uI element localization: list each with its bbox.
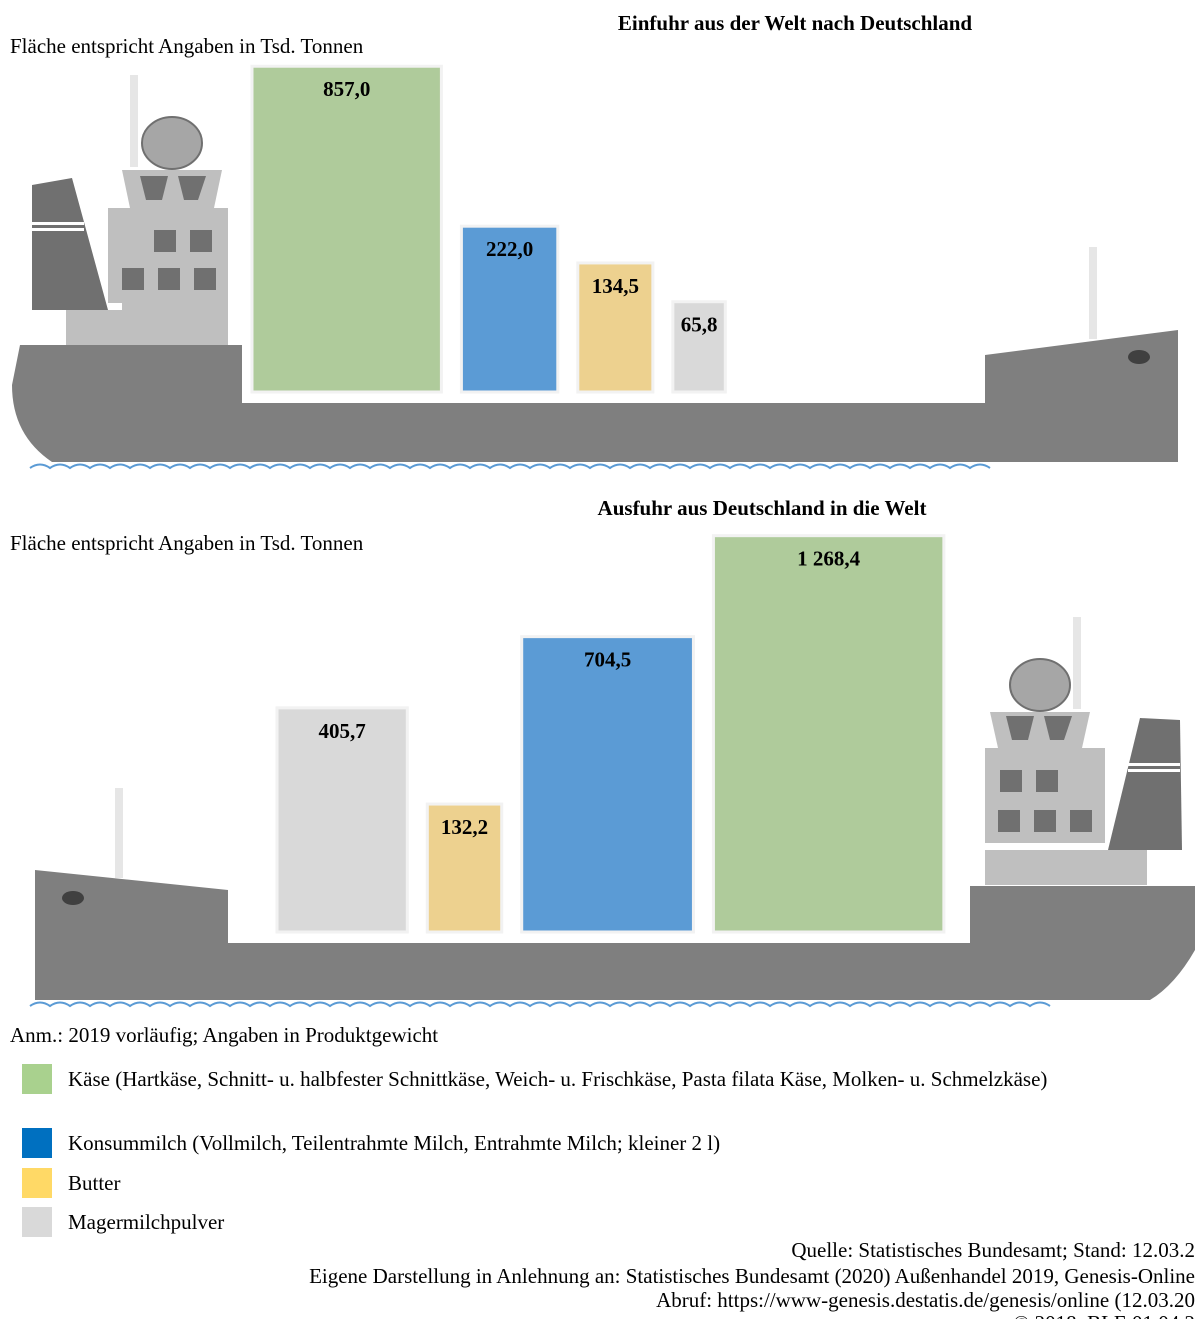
bar xyxy=(520,635,695,934)
legend-item: Konsummilch (Vollmilch, Teilentrahmte Mi… xyxy=(22,1126,1142,1158)
footer: Eigene Darstellung in Anlehnung an: Stat… xyxy=(309,1264,1195,1288)
value-label: 405,7 xyxy=(319,719,366,743)
legend-label: Magermilchpulver xyxy=(68,1210,225,1234)
value-label: 65,8 xyxy=(681,313,718,337)
bar xyxy=(459,224,560,394)
value-label: 222,0 xyxy=(486,237,533,261)
value-label: 704,5 xyxy=(584,648,631,672)
annotation: Anm.: 2019 vorläufig; Angaben in Produkt… xyxy=(10,1023,438,1047)
chart-note: Fläche entspricht Angaben in Tsd. Tonnen xyxy=(10,531,364,555)
value-label: 1 268,4 xyxy=(797,547,861,571)
legend-swatch xyxy=(22,1207,52,1237)
bar xyxy=(671,300,727,394)
ship-bottom xyxy=(29,617,1195,1008)
legend-swatch xyxy=(22,1168,52,1198)
legend-swatch xyxy=(22,1064,52,1094)
chart-title: Ausfuhr aus Deutschland in die Welt xyxy=(598,496,927,520)
bar xyxy=(711,534,946,934)
footer: Abruf: https://www-genesis.destatis.de/g… xyxy=(656,1288,1195,1312)
footer: © 2018, BLE 01.04.2 xyxy=(1013,1311,1195,1319)
bar xyxy=(250,64,443,394)
bar xyxy=(275,706,409,934)
footer: Quelle: Statistisches Bundesamt; Stand: … xyxy=(791,1238,1195,1262)
legend-label: Käse (Hartkäse, Schnitt- u. halbfester S… xyxy=(68,1067,1048,1091)
legend-item: Magermilchpulver xyxy=(22,1205,1142,1237)
legend-item: Käse (Hartkäse, Schnitt- u. halbfester S… xyxy=(22,1062,1142,1094)
legend-item: Butter xyxy=(22,1166,1142,1198)
value-label: 134,5 xyxy=(592,274,639,298)
ship-top xyxy=(12,75,1178,470)
legend-swatch xyxy=(22,1128,52,1158)
chart-note: Fläche entspricht Angaben in Tsd. Tonnen xyxy=(10,34,364,58)
value-label: 857,0 xyxy=(323,77,370,101)
legend-label: Konsummilch (Vollmilch, Teilentrahmte Mi… xyxy=(68,1131,721,1155)
bar xyxy=(425,802,504,934)
legend-label: Butter xyxy=(68,1171,121,1195)
chart-title: Einfuhr aus der Welt nach Deutschland xyxy=(618,11,972,35)
value-label: 132,2 xyxy=(441,815,488,839)
bar xyxy=(576,261,655,394)
